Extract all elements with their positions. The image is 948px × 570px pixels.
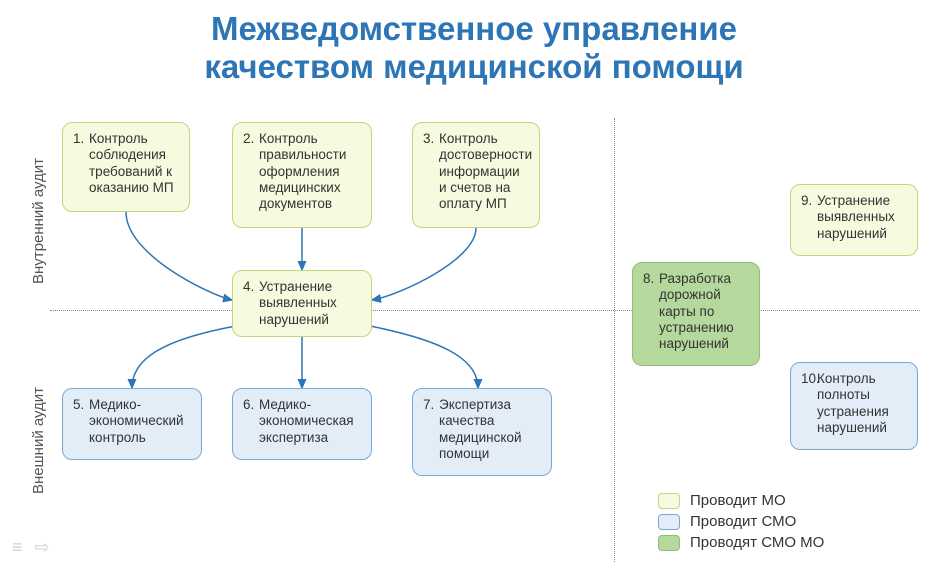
node-number: 8. — [643, 271, 657, 287]
node-number: 2. — [243, 131, 257, 147]
node-n3: 3.Контроль достоверности информации и сч… — [412, 122, 540, 228]
node-n6: 6.Медико-экономическая экспертиза — [232, 388, 372, 460]
legend-label: Проводит МО — [690, 492, 786, 509]
node-number: 9. — [801, 193, 815, 209]
title-line-1: Межведомственное управление — [0, 10, 948, 48]
node-label: Медико-экономическая экспертиза — [243, 397, 361, 446]
legend-swatch — [658, 535, 680, 551]
legend-item: Проводит СМО — [658, 513, 824, 530]
edge-n3-n4 — [372, 228, 476, 300]
page-title: Межведомственное управление качеством ме… — [0, 10, 948, 86]
node-label: Контроль соблюдения требований к оказани… — [73, 131, 179, 196]
edge-n4-n7 — [370, 326, 478, 388]
node-number: 4. — [243, 279, 257, 295]
node-label: Контроль достоверности информации и счет… — [423, 131, 529, 212]
node-n7: 7.Экспертиза качества медицинской помощи — [412, 388, 552, 476]
node-label: Экспертиза качества медицинской помощи — [423, 397, 541, 462]
node-number: 6. — [243, 397, 257, 413]
node-number: 3. — [423, 131, 437, 147]
vertical-divider — [614, 118, 615, 562]
node-label: Устранение выявленных нарушений — [243, 279, 361, 328]
axis-label-internal: Внутренний аудит — [30, 158, 47, 284]
node-number: 1. — [73, 131, 87, 147]
edge-n4-n5 — [132, 326, 236, 388]
node-number: 7. — [423, 397, 437, 413]
node-n4: 4.Устранение выявленных нарушений — [232, 270, 372, 337]
node-label: Устранение выявленных нарушений — [801, 193, 907, 242]
legend-swatch — [658, 514, 680, 530]
node-n5: 5.Медико-экономический контроль — [62, 388, 202, 460]
edge-n1-n4 — [126, 212, 232, 300]
node-label: Разработка дорожной карты по устранению … — [643, 271, 749, 352]
node-n2: 2.Контроль правильности оформления медиц… — [232, 122, 372, 228]
node-n10: 10.Контроль полноты устранения нарушений — [790, 362, 918, 450]
node-n1: 1.Контроль соблюдения требований к оказа… — [62, 122, 190, 212]
legend: Проводит МО Проводит СМО Проводят СМО МО — [658, 488, 824, 555]
node-label: Контроль полноты устранения нарушений — [801, 371, 907, 436]
legend-label: Проводят СМО МО — [690, 534, 824, 551]
node-label: Медико-экономический контроль — [73, 397, 191, 446]
axis-label-external: Внешний аудит — [30, 387, 47, 494]
horizontal-divider — [50, 310, 920, 311]
legend-item: Проводит МО — [658, 492, 824, 509]
menu-icon[interactable]: ≡ — [12, 537, 23, 558]
next-icon[interactable]: ⇨ — [35, 537, 50, 558]
node-label: Контроль правильности оформления медицин… — [243, 131, 361, 212]
legend-item: Проводят СМО МО — [658, 534, 824, 551]
node-n8: 8.Разработка дорожной карты по устранени… — [632, 262, 760, 366]
title-line-2: качеством медицинской помощи — [0, 48, 948, 86]
legend-label: Проводит СМО — [690, 513, 796, 530]
node-n9: 9.Устранение выявленных нарушений — [790, 184, 918, 256]
node-number: 5. — [73, 397, 87, 413]
legend-swatch — [658, 493, 680, 509]
nav-controls: ≡ ⇨ — [12, 537, 50, 558]
